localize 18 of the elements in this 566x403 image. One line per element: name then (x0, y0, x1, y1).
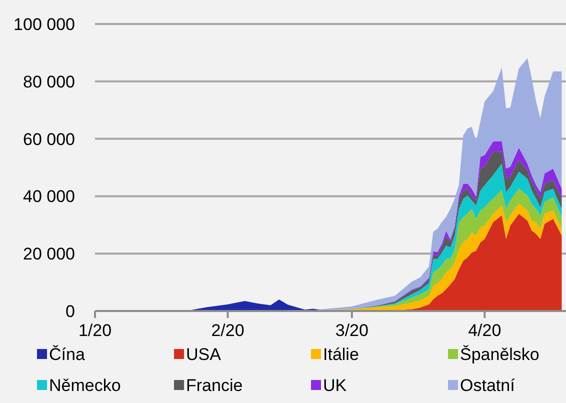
legend-label: Německo (49, 376, 121, 395)
legend-label: Španělsko (460, 345, 540, 364)
x-tick-label: 3/20 (335, 321, 368, 340)
legend-label: Čína (49, 345, 86, 364)
y-tick-label: 100 000 (14, 15, 75, 34)
legend-label: Francie (186, 376, 243, 395)
legend-label: USA (186, 345, 222, 364)
legend-label: Ostatní (460, 376, 516, 395)
y-tick-label: 20 000 (23, 244, 75, 264)
legend-label: UK (323, 376, 348, 395)
x-tick-label: 4/20 (468, 321, 502, 340)
y-tick-label: 60 000 (23, 130, 75, 149)
y-tick-label: 40 000 (23, 187, 75, 206)
y-tick-label: 80 000 (23, 72, 75, 92)
x-tick-label: 1/20 (78, 321, 112, 340)
y-tick-label: 0 (66, 302, 75, 321)
legend-label: Itálie (323, 345, 359, 364)
x-tick-label: 2/20 (211, 321, 244, 340)
